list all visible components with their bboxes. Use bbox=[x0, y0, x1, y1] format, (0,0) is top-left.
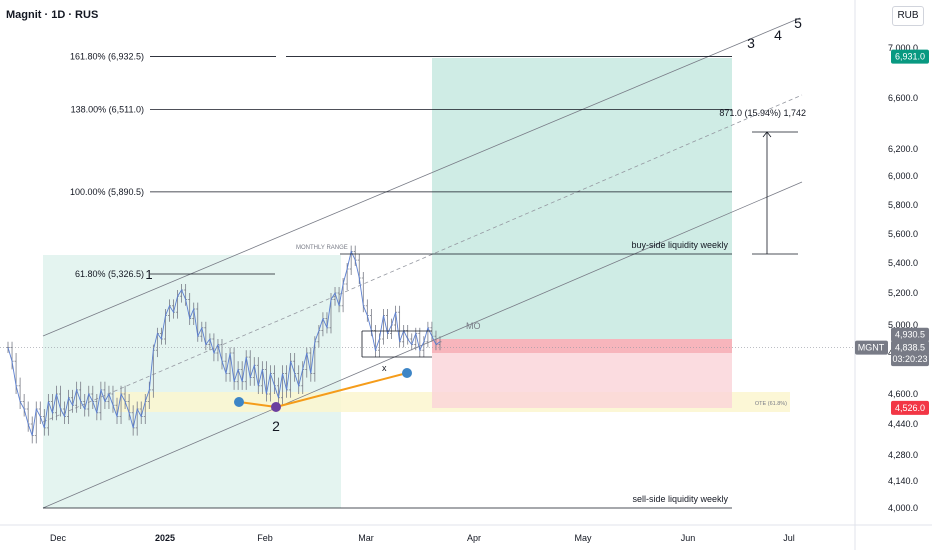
y-tick-label: 4,280.0 bbox=[888, 450, 918, 460]
stop-zone-top bbox=[432, 339, 732, 353]
fib-level-label: 100.00% (5,890.5) bbox=[70, 187, 144, 197]
y-tick-label: 5,000.0 bbox=[888, 320, 918, 330]
swing-low-marker bbox=[402, 368, 412, 378]
price-tag-label: 4,930.5 bbox=[895, 330, 925, 340]
wave-label: 4 bbox=[774, 27, 782, 43]
price-tag-label: 6,931.0 bbox=[895, 52, 925, 62]
fib-level-label: 161.80% (6,932.5) bbox=[70, 51, 144, 61]
x-tick-label: Jul bbox=[783, 533, 795, 543]
y-tick-label: 5,400.0 bbox=[888, 258, 918, 268]
x-tick-label: Dec bbox=[50, 533, 67, 543]
swing-line-a bbox=[238, 401, 277, 408]
range-zone bbox=[43, 255, 341, 508]
y-tick-label: 6,600.0 bbox=[888, 93, 918, 103]
y-tick-label: 6,000.0 bbox=[888, 171, 918, 181]
y-tick-label: 7,000.0 bbox=[888, 43, 918, 53]
wave-label: 1 bbox=[145, 267, 152, 282]
wave-label: 5 bbox=[794, 15, 802, 31]
fib-level-label: 138.00% (6,511.0) bbox=[71, 104, 144, 114]
price-tag bbox=[891, 49, 929, 64]
sell-side-label: sell-side liquidity weekly bbox=[632, 494, 728, 504]
stop-zone bbox=[432, 353, 732, 408]
target-zone bbox=[432, 58, 732, 339]
x-tick-label: Mar bbox=[358, 533, 374, 543]
y-tick-label: 5,200.0 bbox=[888, 288, 918, 298]
monthly-range-label: MONTHLY RANGE bbox=[296, 245, 348, 251]
price-tag-label: 4,526.0 bbox=[895, 403, 925, 413]
mo-label: MO bbox=[466, 321, 481, 331]
price-path-line bbox=[7, 250, 441, 436]
x-tick-label: 2025 bbox=[155, 533, 175, 543]
wave-label: 2 bbox=[272, 418, 280, 434]
y-tick-label: 5,800.0 bbox=[888, 200, 918, 210]
channel-mid-line bbox=[42, 94, 803, 423]
swing-low-marker bbox=[234, 397, 244, 407]
price-tag bbox=[891, 327, 929, 342]
y-tick-label: 4,140.0 bbox=[888, 476, 918, 486]
x-tick-label: Feb bbox=[257, 533, 273, 543]
symbol-tag-label: MGNT bbox=[858, 343, 885, 353]
measure-arrow-head bbox=[762, 131, 772, 138]
x-tick-label: Jun bbox=[681, 533, 696, 543]
wave-label: 3 bbox=[747, 35, 755, 51]
ote-label: OTE (61.8%) bbox=[755, 401, 787, 407]
buy-side-label: buy-side liquidity weekly bbox=[631, 240, 728, 250]
chart-header-title: Magnit · 1D · RUS bbox=[6, 9, 99, 21]
price-tag-label: 03:20:23 bbox=[892, 354, 927, 364]
symbol-tag bbox=[855, 340, 888, 355]
y-tick-label: 4,000.0 bbox=[888, 503, 918, 513]
price-tag bbox=[891, 352, 929, 367]
swing-line-b bbox=[275, 372, 408, 408]
price-tag-label: 4,838.5 bbox=[895, 343, 925, 353]
measure-label: 871.0 (15.94%) 1,742 bbox=[719, 108, 806, 118]
price-tag bbox=[891, 400, 929, 415]
fib-level-label: 61.80% (5,326.5) bbox=[75, 269, 144, 279]
x-tick-label: May bbox=[574, 533, 592, 543]
x-mark-label: x bbox=[382, 363, 387, 373]
x-tick-label: Apr bbox=[467, 533, 481, 543]
channel-upper-line bbox=[42, 17, 801, 337]
y-tick-label: 4,440.0 bbox=[888, 419, 918, 429]
y-tick-label: 6,200.0 bbox=[888, 144, 918, 154]
y-tick-label: 5,600.0 bbox=[888, 229, 918, 239]
y-tick-label: 4,600.0 bbox=[888, 389, 918, 399]
swing-low-marker bbox=[271, 402, 281, 412]
price-tag bbox=[891, 340, 929, 355]
currency-selector[interactable]: RUB bbox=[892, 6, 924, 26]
